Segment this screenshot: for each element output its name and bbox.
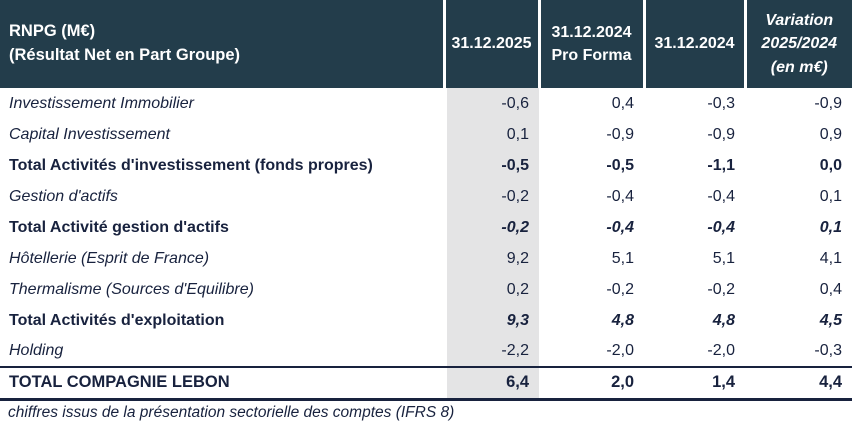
cell-2025: -0,2 [444, 181, 539, 212]
cell-variation: 0,0 [819, 156, 842, 174]
row-label: Investissement Immobilier [9, 94, 194, 112]
cell-2024: 1,4 [644, 366, 745, 401]
column-header-variation: Variation 2025/2024 (en m€) [743, 0, 852, 88]
cell-2024-proforma: -0,9 [606, 125, 634, 143]
cell-2025: 6,4 [444, 366, 539, 401]
cell-2025: 0,1 [444, 119, 539, 150]
cell-2024: 5,1 [712, 249, 735, 267]
cell-2024: -0,9 [707, 125, 735, 143]
table-row-total-exploitation: Total Activités d'exploitation 9,3 4,8 4… [0, 305, 852, 336]
rnpg-table: RNPG (M€) (Résultat Net en Part Groupe) … [0, 0, 852, 401]
cell-2024-proforma: 5,1 [611, 249, 634, 267]
row-label: Total Activités d'investissement (fonds … [9, 156, 373, 174]
cell-variation: 4,1 [819, 249, 842, 267]
table-row-hotellerie: Hôtellerie (Esprit de France) 9,2 5,1 5,… [0, 243, 852, 274]
row-label: TOTAL COMPAGNIE LEBON [0, 366, 444, 401]
cell-variation: -0,3 [814, 342, 842, 359]
cell-2024-proforma: -0,4 [606, 187, 634, 205]
cell-2024: -2,0 [707, 342, 735, 359]
cell-variation: 0,1 [819, 218, 842, 236]
row-label: Capital Investissement [9, 125, 170, 143]
table-row-gestion-actifs: Gestion d'actifs -0,2 -0,4 -0,4 0,1 [0, 181, 852, 212]
table-row-total-gestion-actifs: Total Activité gestion d'actifs -0,2 -0,… [0, 212, 852, 243]
row-label: Gestion d'actifs [9, 187, 118, 205]
cell-variation: 4,5 [819, 311, 842, 329]
table-header-row: RNPG (M€) (Résultat Net en Part Groupe) … [0, 0, 852, 88]
row-label: Total Activité gestion d'actifs [9, 218, 229, 236]
cell-2025: -0,2 [444, 212, 539, 243]
cell-2024-proforma: 2,0 [539, 366, 644, 401]
table-title: RNPG (M€) (Résultat Net en Part Groupe) [0, 0, 444, 88]
row-label: Holding [9, 342, 64, 359]
cell-2024: -1,1 [707, 156, 735, 174]
table-row-total-compagnie-lebon: TOTAL COMPAGNIE LEBON 6,4 2,0 1,4 4,4 [0, 366, 852, 401]
cell-variation: 0,4 [819, 280, 842, 298]
cell-2025: -0,5 [444, 150, 539, 181]
table-title-line2: (Résultat Net en Part Groupe) [9, 46, 241, 64]
table-row-capital-investissement: Capital Investissement 0,1 -0,9 -0,9 0,9 [0, 119, 852, 150]
column-header-2024: 31.12.2024 [642, 0, 745, 88]
table-row-holding: Holding -2,2 -2,0 -2,0 -0,3 [0, 336, 852, 367]
cell-2024-proforma: -2,0 [606, 342, 634, 359]
cell-2024-proforma: 4,8 [611, 311, 634, 329]
cell-2025: 0,2 [444, 274, 539, 305]
cell-2024: -0,4 [707, 187, 735, 205]
cell-2025: 9,3 [444, 305, 539, 336]
cell-2024-proforma: -0,4 [606, 218, 634, 236]
table-row-thermalisme: Thermalisme (Sources d'Equilibre) 0,2 -0… [0, 274, 852, 305]
table-title-line1: RNPG (M€) [9, 22, 96, 41]
column-header-2025: 31.12.2025 [442, 0, 539, 88]
cell-2025: -2,2 [444, 336, 539, 367]
cell-variation: 0,1 [819, 187, 842, 205]
cell-2024-proforma: -0,5 [606, 156, 634, 174]
cell-2025: 9,2 [444, 243, 539, 274]
column-header-2024-proforma: 31.12.2024 Pro Forma [537, 0, 644, 88]
cell-2024: -0,4 [707, 218, 735, 236]
cell-2024: -0,3 [707, 94, 735, 112]
row-label: Hôtellerie (Esprit de France) [9, 249, 210, 267]
cell-variation: 0,9 [819, 125, 842, 143]
footnote: chiffres issus de la présentation sector… [8, 404, 455, 421]
cell-2024: 4,8 [712, 311, 735, 329]
table-row-total-investissement: Total Activités d'investissement (fonds … [0, 150, 852, 181]
cell-2024-proforma: 0,4 [611, 94, 634, 112]
cell-variation: -0,9 [814, 94, 842, 112]
cell-2025: -0,6 [444, 88, 539, 119]
row-label: Thermalisme (Sources d'Equilibre) [9, 280, 254, 298]
cell-2024: -0,2 [707, 280, 735, 298]
cell-variation: 4,4 [745, 366, 852, 401]
cell-2024-proforma: -0,2 [606, 280, 634, 298]
table-row-investissement-immobilier: Investissement Immobilier -0,6 0,4 -0,3 … [0, 88, 852, 119]
row-label: Total Activités d'exploitation [9, 311, 225, 329]
